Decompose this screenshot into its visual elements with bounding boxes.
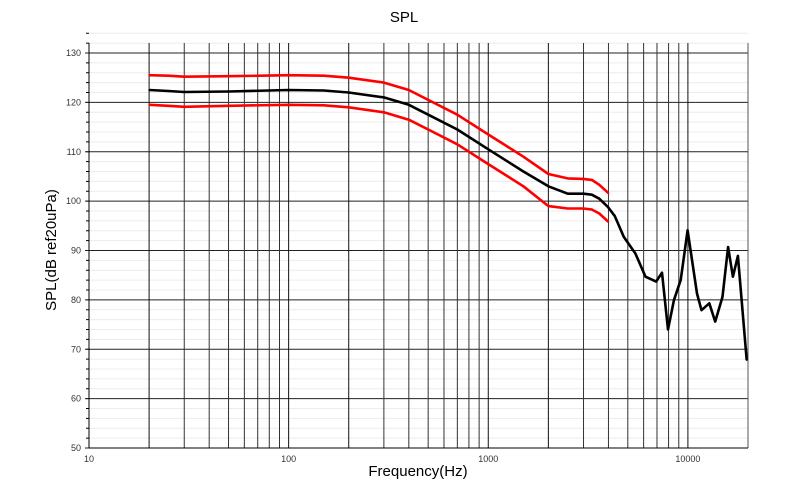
- data-point-measured: [582, 192, 585, 195]
- data-point-measured: [287, 89, 290, 91]
- data-point-upper-limit: [408, 89, 410, 91]
- data-point-measured: [667, 328, 669, 331]
- data-point-measured: [227, 90, 230, 93]
- data-point-lower-limit: [227, 105, 230, 107]
- data-point-upper-limit: [427, 99, 429, 101]
- data-point-lower-limit: [566, 207, 569, 210]
- data-point-lower-limit: [383, 111, 385, 114]
- data-point-lower-limit: [487, 163, 490, 165]
- data-point-measured: [427, 113, 429, 116]
- y-tick-label: 130: [66, 48, 81, 58]
- data-point-measured: [686, 229, 689, 232]
- data-point-lower-limit: [522, 185, 525, 188]
- data-point-lower-limit: [167, 105, 170, 107]
- x-axis-label: Frequency(Hz): [368, 463, 467, 480]
- data-point-lower-limit: [456, 143, 459, 146]
- data-point-measured: [566, 192, 569, 195]
- data-point-lower-limit: [598, 212, 601, 215]
- data-point-upper-limit: [582, 178, 585, 180]
- data-point-upper-limit: [598, 184, 601, 186]
- data-point-measured: [727, 246, 729, 248]
- data-point-measured: [383, 96, 385, 99]
- data-point-measured: [598, 197, 601, 200]
- data-point-lower-limit: [427, 128, 429, 131]
- data-point-measured: [408, 104, 410, 106]
- y-tick-label: 90: [71, 246, 81, 256]
- data-point-measured: [696, 292, 698, 295]
- data-point-measured: [708, 302, 711, 305]
- data-point-lower-limit: [322, 104, 325, 107]
- data-point-measured: [590, 193, 593, 196]
- data-point-lower-limit: [607, 221, 610, 223]
- data-point-measured: [347, 91, 350, 94]
- data-point-upper-limit: [456, 113, 459, 116]
- data-point-upper-limit: [566, 177, 569, 180]
- data-point-measured: [661, 271, 663, 274]
- series-layer: [148, 73, 748, 361]
- data-point-upper-limit: [347, 76, 350, 79]
- y-tick-label: 100: [66, 196, 81, 206]
- data-point-measured: [607, 206, 609, 208]
- data-point-lower-limit: [287, 104, 290, 106]
- x-tick-label: 1000: [478, 454, 498, 464]
- y-tick-label: 60: [71, 394, 81, 404]
- data-point-upper-limit: [287, 74, 290, 77]
- data-point-upper-limit: [487, 133, 490, 136]
- data-point-measured: [183, 91, 186, 93]
- data-point-measured: [547, 185, 550, 188]
- y-tick-label: 70: [71, 344, 81, 354]
- data-point-lower-limit: [582, 207, 585, 210]
- data-point-measured: [714, 320, 716, 323]
- data-point-lower-limit: [590, 208, 593, 211]
- data-point-upper-limit: [322, 74, 325, 77]
- data-point-upper-limit: [227, 75, 230, 78]
- data-point-lower-limit: [547, 205, 550, 207]
- data-point-measured: [679, 279, 682, 281]
- data-point-lower-limit: [408, 118, 410, 121]
- data-point-lower-limit: [347, 106, 350, 109]
- y-axis-label: SPL(dB ref20uPa): [43, 189, 60, 311]
- chart-title: SPL: [390, 9, 418, 26]
- data-point-upper-limit: [522, 155, 525, 158]
- y-tick-label: 80: [71, 295, 81, 305]
- data-point-lower-limit: [148, 104, 150, 106]
- data-point-measured: [613, 215, 616, 217]
- data-point-measured: [456, 128, 459, 131]
- data-point-measured: [487, 148, 490, 151]
- y-tick-label: 50: [71, 443, 81, 453]
- data-point-lower-limit: [183, 106, 186, 108]
- y-tick-label: 120: [66, 97, 81, 107]
- data-point-measured: [634, 252, 637, 255]
- y-tick-label: 110: [67, 147, 81, 157]
- data-point-measured: [732, 275, 734, 278]
- data-point-measured: [673, 299, 675, 301]
- data-point-measured: [522, 170, 525, 173]
- data-point-measured: [322, 89, 325, 92]
- data-point-upper-limit: [607, 192, 610, 195]
- data-point-measured: [644, 275, 647, 278]
- data-point-upper-limit: [590, 179, 593, 181]
- data-point-measured: [655, 280, 657, 283]
- x-tick-label: 10: [84, 454, 94, 464]
- data-point-measured: [622, 235, 625, 238]
- data-point-measured: [148, 89, 150, 91]
- data-point-upper-limit: [547, 173, 550, 175]
- data-point-upper-limit: [148, 74, 150, 77]
- tick-labels: 50 60 70 80 90 100 110 120 130 10 100 1000 10000: [66, 48, 700, 464]
- data-point-measured: [721, 296, 724, 298]
- x-tick-label: 100: [281, 454, 296, 464]
- data-point-measured: [167, 90, 170, 92]
- data-point-upper-limit: [167, 74, 170, 77]
- data-point-upper-limit: [183, 75, 186, 78]
- data-point-measured: [737, 255, 739, 257]
- grid: [85, 32, 749, 449]
- data-point-measured: [745, 359, 748, 361]
- data-point-upper-limit: [383, 81, 385, 84]
- data-point-measured: [700, 309, 703, 312]
- series-line-measured: [149, 88, 748, 361]
- x-tick-label: 10000: [675, 454, 700, 464]
